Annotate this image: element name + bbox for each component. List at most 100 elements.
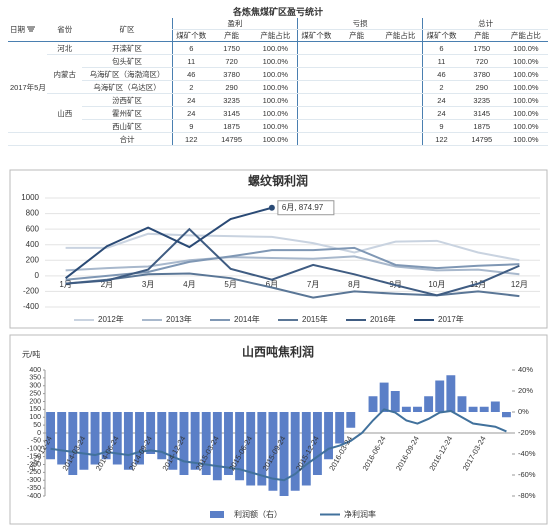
value-cell: 290 [459,80,504,94]
y-tick-label: 300 [29,383,41,390]
empty-cell [297,41,335,55]
legend-label: 2017年 [438,314,464,324]
series-line [65,246,520,281]
value-cell: 100.0% [253,54,298,68]
bar [468,406,478,412]
empty-cell [378,80,423,94]
x-tick-label: 8月 [348,280,360,289]
sub-header: 产能占比 [378,29,423,42]
region-cell: 汾西矿区 [82,93,173,107]
y-tick-label: 0 [37,430,41,437]
x-tick-label: 7月 [307,280,319,289]
x-tick-label: 4月 [183,280,195,289]
value-cell: 100.0% [253,93,298,107]
value-cell: 46 [171,67,210,81]
value-cell: 100.0% [503,41,548,55]
empty-cell [334,106,379,120]
bar [301,412,311,486]
y2-tick-label: -20% [518,428,536,437]
legend-label: 2014年 [234,314,260,324]
empty-cell [297,93,335,107]
region-cell: 霍州矿区 [82,106,173,120]
x-tick-label: 6月 [266,280,278,289]
value-cell: 3780 [459,67,504,81]
stats-table: 各炼焦煤矿区盈亏统计 日期 省份 矿区 盈利 亏损 总计 煤矿个数 产能 产能占比 煤矿个数 产能产… [8,4,548,146]
bar [346,412,356,428]
bar [413,406,422,412]
bar [401,406,411,412]
series-line [65,272,520,299]
bar [490,401,500,412]
frame [9,334,548,525]
chart-title: 山西吨焦利润 [242,344,314,359]
y-tick-label: 350 [29,375,41,382]
table-row: 西山矿区 9 1875 100.0% 9 1875 100.0% [8,119,548,133]
y2-tick-label: -80% [518,491,536,500]
y-tick-label: 0 [35,271,40,280]
table-row: 内蒙古 包头矿区 11 720 100.0% 11 720 100.0% [8,54,548,94]
value-cell: 100.0% [253,132,298,146]
value-cell: 46 [422,67,460,81]
y-tick-label: 250 [29,390,41,397]
group-header: 盈利 [171,18,298,30]
table-row: 霍州矿区 24 3145 100.0% 24 3145 100.0% [8,106,548,120]
value-cell: 290 [209,80,254,94]
empty-cell [334,67,379,81]
table-row: 各炼焦煤矿区盈亏统计 [8,4,548,18]
bar [157,412,167,460]
value-cell: 11 [171,54,210,68]
empty-cell [334,41,379,55]
value-cell: 24 [422,93,460,107]
y-tick-label: -100 [27,446,41,453]
bar [79,412,89,470]
empty-cell [378,106,423,120]
value-cell: 100.0% [253,41,298,55]
y2-tick-label: 0% [518,407,529,416]
value-cell: 100.0% [253,67,298,81]
value-cell: 720 [459,54,504,68]
value-cell: 100.0% [503,54,548,68]
bar [479,406,489,412]
value-cell: 100.0% [503,106,548,120]
value-cell: 100.0% [503,132,548,146]
empty-cell [297,54,335,68]
legend-label: 2016年 [370,314,396,324]
province-cell: 河北 [47,41,83,55]
region-cell: 包头矿区 [82,54,173,68]
empty-cell [297,132,335,146]
value-cell: 100.0% [253,119,298,133]
y-tick-label: 100 [29,414,41,421]
x-tick-label: 2017-03-24 [461,434,488,472]
x-tick-label: 10月 [428,280,445,289]
bar [135,412,144,465]
sub-header: 产能占比 [253,29,298,42]
header-cell: 矿区 [82,18,173,42]
value-cell: 11 [422,54,460,68]
empty-cell [334,132,379,146]
y2-tick-label: 20% [518,386,533,395]
bar [90,412,100,465]
empty-cell [334,80,379,94]
value-cell: 3145 [209,106,254,120]
y2-tick-label: -60% [518,470,536,479]
value-cell: 9 [171,119,210,133]
filter-icon[interactable] [27,26,36,32]
bar [168,412,178,470]
bar [123,412,133,470]
legend-swatch [210,511,224,518]
value-cell: 3780 [209,67,254,81]
table-row: 乌海矿区（乌达区） 2 290 100.0% 2 290 100.0% [8,80,548,94]
y-tick-label: 50 [33,422,41,429]
empty-cell [378,41,423,55]
region-cell: 开滦矿区 [82,41,173,55]
value-cell: 3235 [459,93,504,107]
value-cell: 100.0% [503,67,548,81]
point-marker [268,204,275,211]
value-cell: 2 [171,80,210,94]
sub-header: 煤矿个数 [422,29,460,42]
x-tick-label: 2016-06-24 [361,434,388,472]
y-tick-label: 1000 [21,193,39,202]
sub-header: 产能占比 [503,29,548,42]
sub-header: 产能 [209,29,254,42]
